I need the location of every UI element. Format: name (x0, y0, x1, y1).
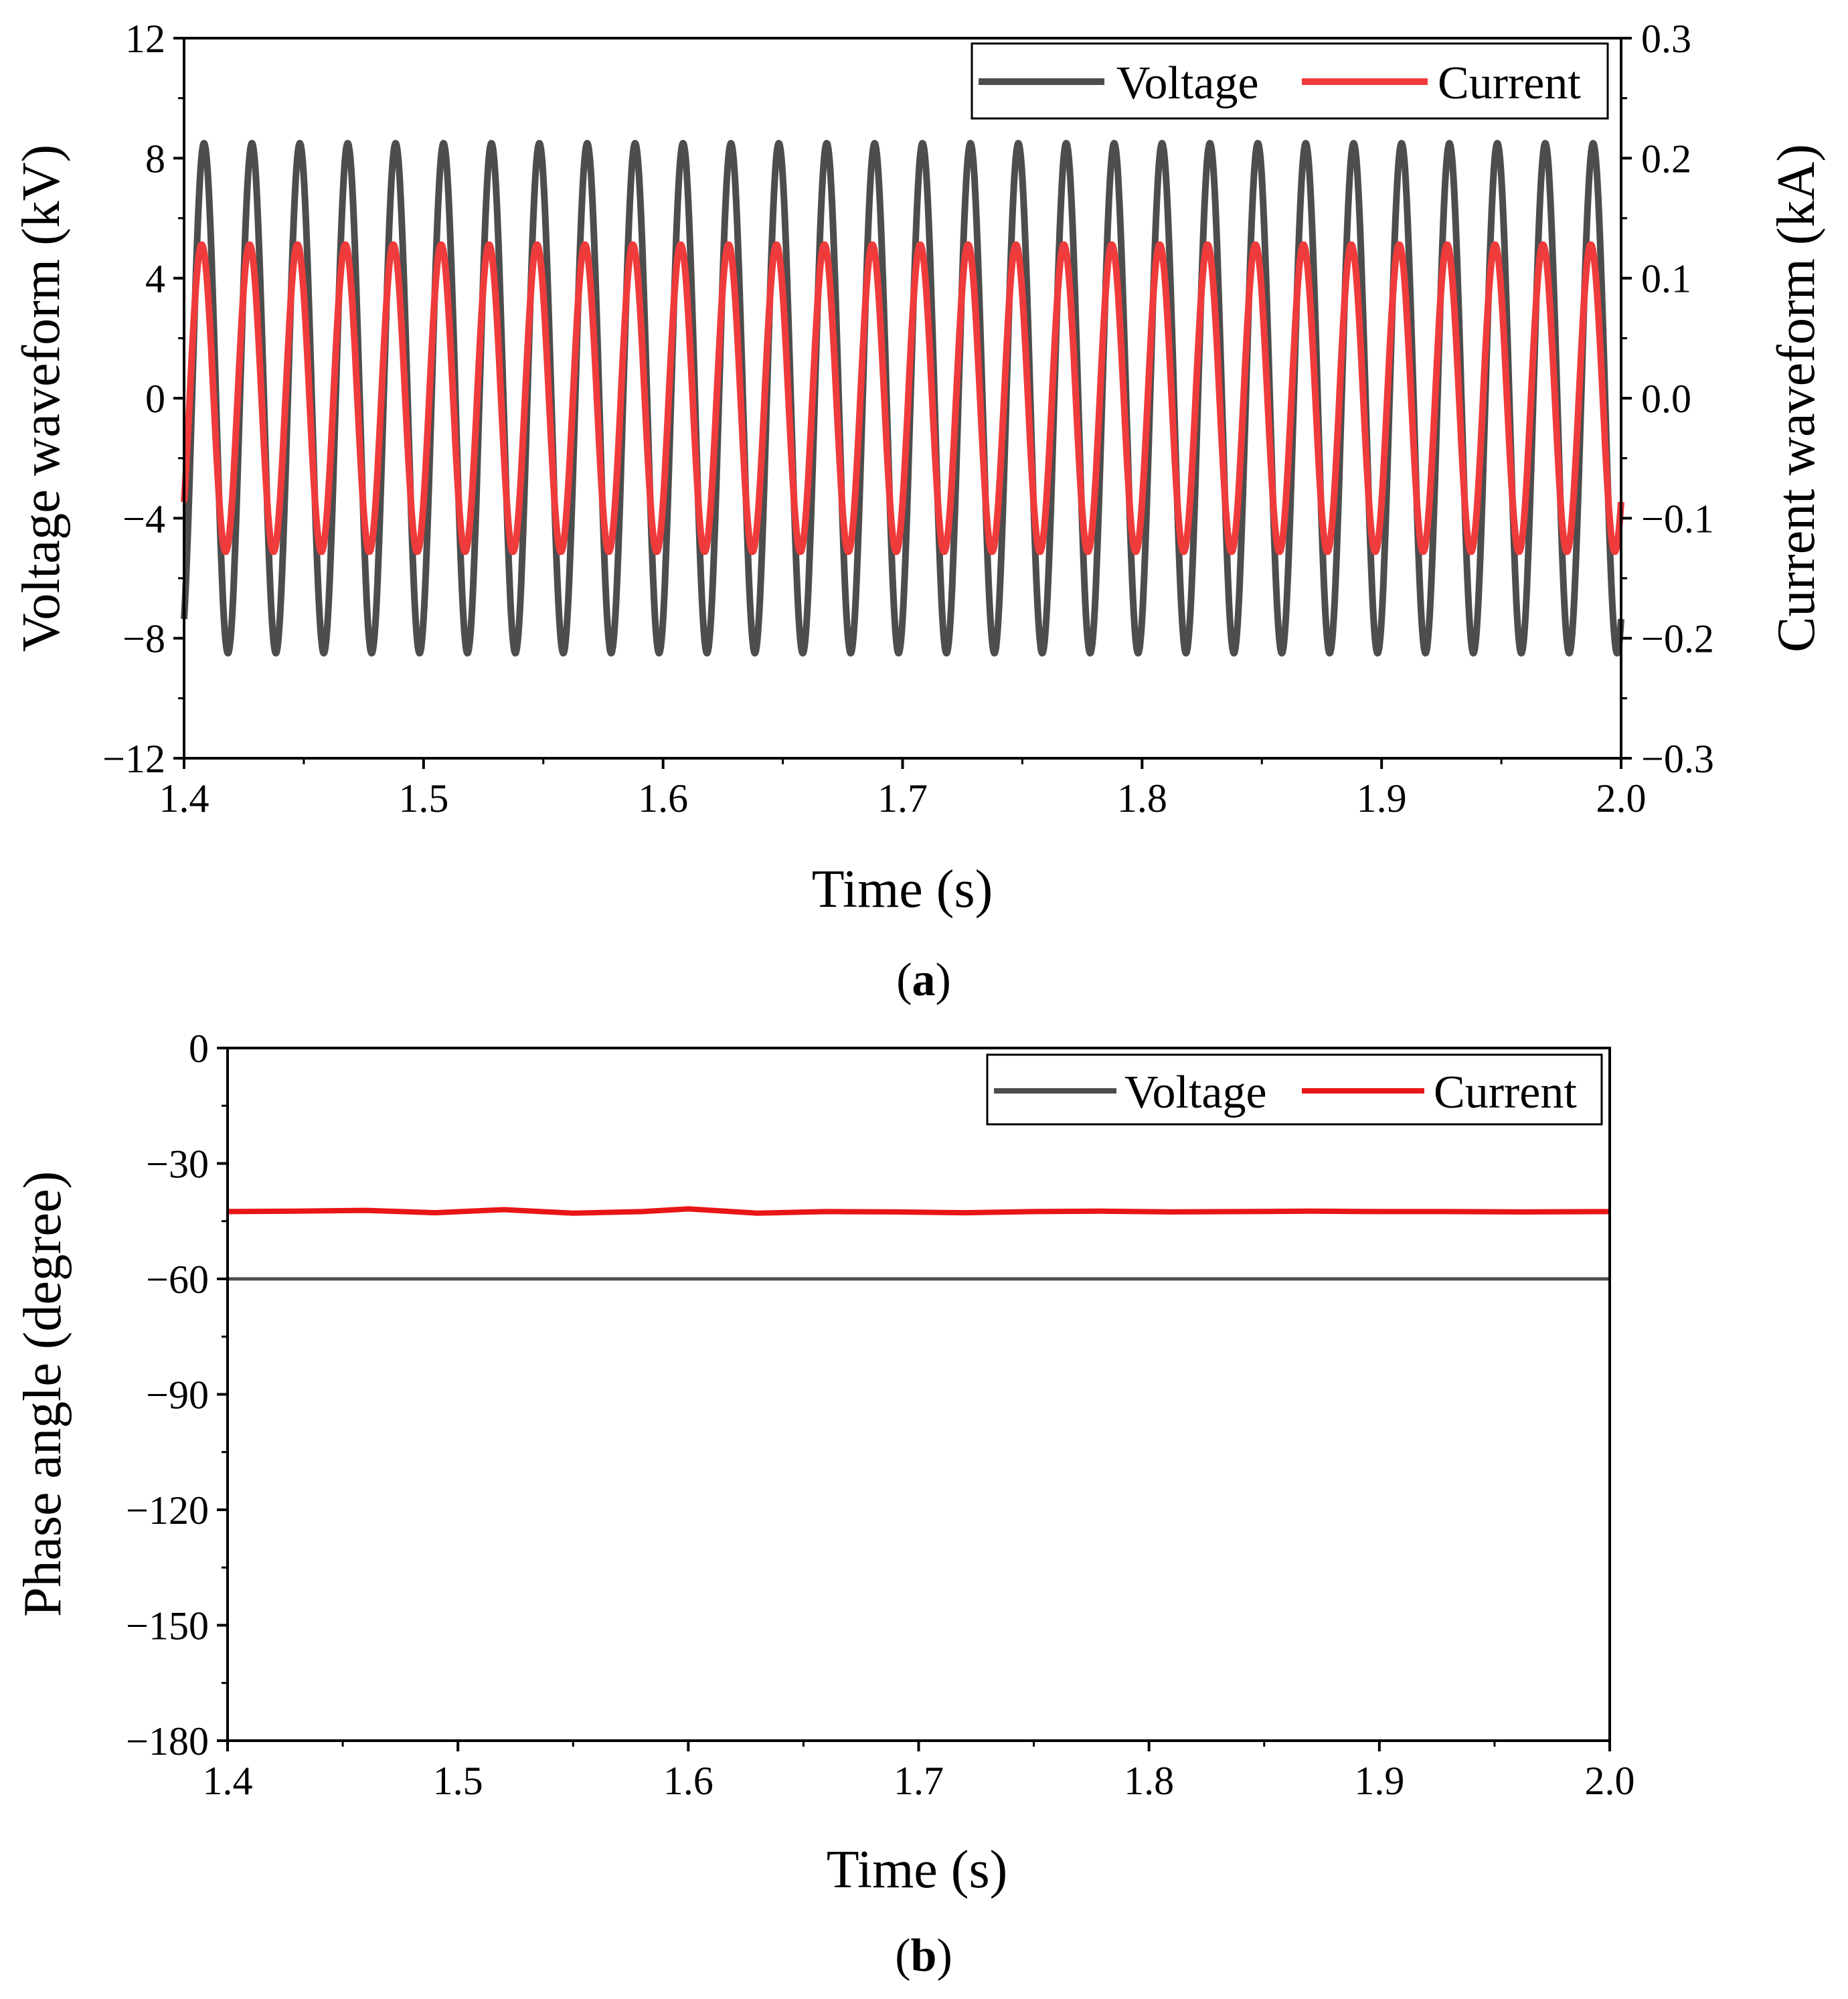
panel-b-x-tick-label: 1.8 (1124, 1759, 1174, 1803)
panel-a-caption-label: a (912, 954, 936, 1006)
panel-b-x-tick-label: 1.5 (433, 1759, 483, 1803)
panel-a-y-tick-label: 12 (125, 17, 165, 61)
panel-a-y2-axis-title: Current waveform (kA) (1767, 144, 1826, 653)
panel-a-y2-tick-label: 0.3 (1641, 17, 1691, 61)
panel-a-x-tick-label: 1.7 (877, 776, 928, 820)
panel-a-x-axis-title: Time (s) (812, 860, 993, 919)
panel-a-x-tick-label: 1.8 (1117, 776, 1167, 820)
panel-b-legend-current-label: Current (1434, 1067, 1577, 1118)
panel-a-y2-tick-label: −0.1 (1641, 497, 1714, 541)
panel-a-y-tick-label: 0 (145, 377, 165, 421)
panel-b-y-tick-label: 0 (189, 1027, 209, 1071)
panel-a-y2-tick-label: 0.2 (1641, 137, 1691, 181)
panel-b-y-tick-label: −120 (126, 1488, 209, 1533)
panel-a-y2-tick-label: −0.3 (1641, 737, 1714, 781)
panel-b-x-axis-title: Time (s) (827, 1840, 1007, 1899)
panel-a-y2-tick-label: 0.0 (1641, 377, 1691, 421)
panel-a-x-tick-label: 1.6 (638, 776, 688, 820)
panel-b-x-tick-label: 2.0 (1585, 1759, 1635, 1803)
panel-b-y-tick-label: −60 (146, 1257, 209, 1302)
panel-a-y-ticks: −12 −8 −4 0 4 8 12 (102, 17, 184, 781)
panel-a-y-tick-label: 4 (145, 257, 165, 301)
panel-b-y-tick-label: −30 (146, 1142, 209, 1187)
panel-a-series-voltage-line (181, 140, 1624, 657)
panel-a-x-tick-label: 1.5 (398, 776, 448, 820)
panel-a-legend: Voltage Current (971, 42, 1609, 120)
panel-a-caption: (a) (896, 954, 951, 1006)
panel-a-y2-tick-label: −0.2 (1641, 617, 1714, 661)
panel-b-legend-voltage-label: Voltage (1124, 1067, 1267, 1118)
panel-b-series-current-line (227, 1206, 1610, 1216)
panel-a-y2-tick-label: 0.1 (1641, 257, 1691, 301)
panel-b-x-tick-label: 1.7 (894, 1759, 944, 1803)
panel-b-x-ticks: 1.4 1.5 1.6 1.7 1.8 1.9 2.0 (203, 1741, 1635, 1803)
panel-b-x-tick-label: 1.4 (203, 1759, 253, 1803)
panel-b-y-tick-label: −150 (126, 1604, 209, 1648)
panel-b-caption-label: b (911, 1930, 937, 1982)
panel-a-x-tick-label: 1.4 (159, 776, 209, 820)
panel-a-series-layer (181, 140, 1624, 657)
panel-a-y-tick-label: 8 (145, 137, 165, 181)
panel-a-series-current-line (181, 241, 1624, 555)
panel-a-x-tick-label: 2.0 (1596, 776, 1647, 820)
panel-a-legend-voltage-label: Voltage (1116, 58, 1259, 109)
panel-b-y-axis-title: Phase angle (degree) (13, 1171, 72, 1617)
panel-b-caption: (b) (895, 1930, 952, 1982)
panel-b-y-tick-label: −180 (126, 1719, 209, 1763)
panel-a-y-axis-title: Voltage waveform (kV) (12, 145, 71, 652)
panel-a-y-tick-label: −4 (122, 497, 165, 541)
panel-b-series-layer (227, 1206, 1610, 1281)
panel-a-y-tick-label: −8 (122, 617, 165, 661)
panel-a-x-tick-label: 1.9 (1357, 776, 1407, 820)
panel-b-y-tick-label: −90 (146, 1373, 209, 1417)
panel-a-x-ticks: 1.4 1.5 1.6 1.7 1.8 1.9 2.0 (159, 758, 1647, 820)
panel-b-x-tick-label: 1.6 (663, 1759, 713, 1803)
panel-b-y-ticks: −180 −150 −120 −90 −60 −30 0 (126, 1027, 228, 1763)
panel-a-y-tick-label: −12 (102, 737, 165, 781)
panel-a-legend-current-label: Current (1438, 58, 1581, 109)
panel-a-y2-ticks: −0.3 −0.2 −0.1 0.0 0.1 0.2 0.3 (1621, 17, 1714, 781)
panel-b-legend: Voltage Current (986, 1053, 1603, 1126)
panel-b-x-tick-label: 1.9 (1354, 1759, 1404, 1803)
panel-b: 1.4 1.5 1.6 1.7 1.8 1.9 2.0 −180 −150 −120 −90 −60… (13, 1027, 1635, 1982)
